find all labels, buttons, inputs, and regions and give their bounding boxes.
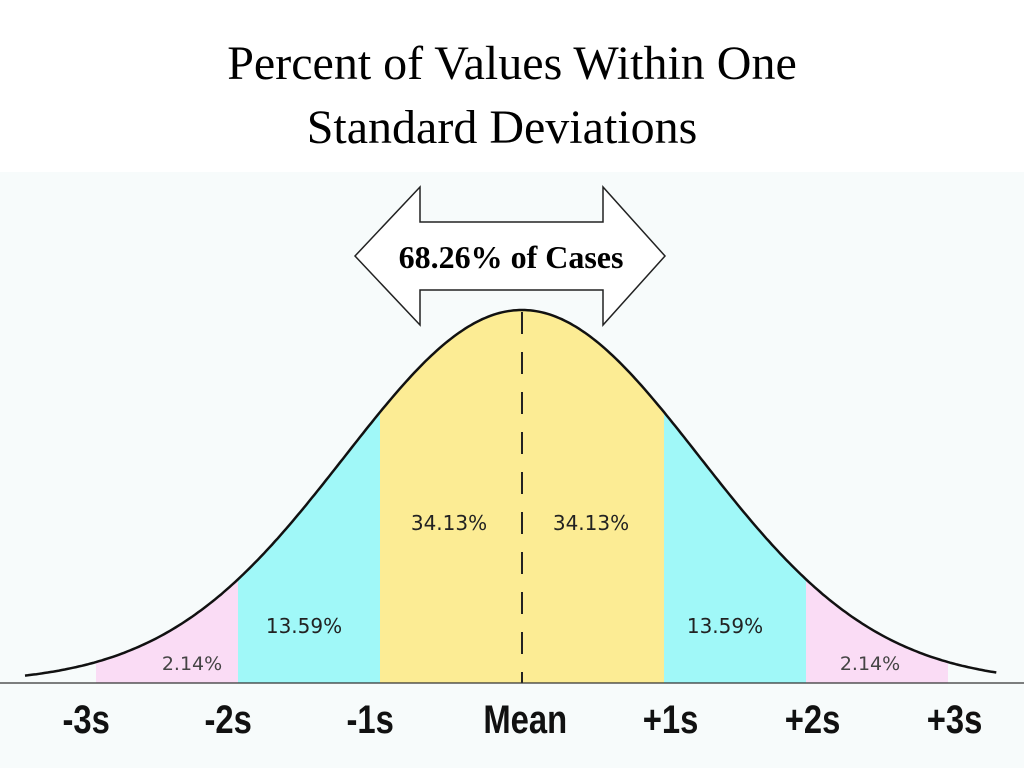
region-4 <box>664 412 806 683</box>
region-label: 2.14% <box>162 653 222 675</box>
region-label: 34.13% <box>411 511 487 535</box>
region-3 <box>522 310 664 683</box>
normal-distribution-chart: 68.26% of Cases 2.14% 13.59% 34.13% 34.13% 1… <box>0 172 1024 768</box>
region-label: 34.13% <box>553 511 629 535</box>
x-tick-label: +1s <box>643 697 699 742</box>
x-tick-label: Mean <box>483 697 567 742</box>
title-line-2: Standard Deviations <box>306 101 698 154</box>
normal-curve <box>24 308 997 677</box>
region-5 <box>806 579 948 683</box>
region-label: 13.59% <box>687 614 763 638</box>
region-label: 13.59% <box>266 614 342 638</box>
x-tick-label: -3s <box>62 697 109 742</box>
arrow-label: 68.26% of Cases <box>399 239 624 275</box>
x-tick-label: -2s <box>204 697 251 742</box>
x-tick-label: +2s <box>785 697 841 742</box>
title-line-1: Percent of Values Within One <box>227 37 797 90</box>
region-2 <box>380 310 522 683</box>
double-arrow-icon <box>353 185 667 327</box>
range-arrow: 68.26% of Cases <box>353 185 667 327</box>
region-1 <box>238 412 380 683</box>
x-tick-label: +3s <box>927 697 983 742</box>
region-0 <box>96 579 238 683</box>
region-label: 2.14% <box>840 653 900 675</box>
x-tick-label: -1s <box>346 697 393 742</box>
